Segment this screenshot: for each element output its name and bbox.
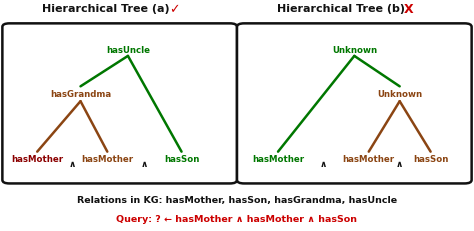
Text: hasMother: hasMother [11,154,63,163]
Text: Relations in KG: hasMother, hasSon, hasGrandma, hasUncle: Relations in KG: hasMother, hasSon, hasG… [77,195,397,204]
Text: X: X [404,3,414,16]
Text: Unknown: Unknown [377,90,422,99]
Text: ∧: ∧ [69,159,76,168]
Text: Hierarchical Tree (b): Hierarchical Tree (b) [276,4,409,14]
Text: ∧: ∧ [320,159,327,168]
Text: ∧: ∧ [141,159,148,168]
Text: hasGrandma: hasGrandma [50,90,111,99]
Text: ∧: ∧ [396,159,403,168]
Text: Unknown: Unknown [332,46,377,55]
FancyBboxPatch shape [237,24,472,184]
Text: hasMother: hasMother [252,154,304,163]
Text: Hierarchical Tree (a): Hierarchical Tree (a) [42,4,173,14]
Text: hasSon: hasSon [164,154,199,163]
Text: hasSon: hasSon [413,154,448,163]
Text: hasMother: hasMother [343,154,395,163]
Text: Query: ? ← hasMother ∧ hasMother ∧ hasSon: Query: ? ← hasMother ∧ hasMother ∧ hasSo… [117,214,357,223]
Text: ✓: ✓ [169,3,180,16]
Text: hasUncle: hasUncle [106,46,150,55]
FancyBboxPatch shape [2,24,237,184]
Text: hasMother: hasMother [81,154,133,163]
